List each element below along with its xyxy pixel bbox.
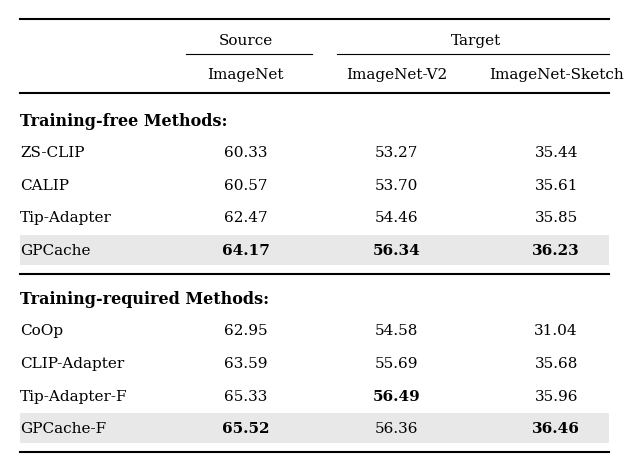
Text: Target: Target — [451, 34, 501, 48]
Text: 31.04: 31.04 — [534, 324, 578, 338]
Text: ImageNet-V2: ImageNet-V2 — [346, 68, 447, 82]
Text: 56.34: 56.34 — [372, 243, 420, 258]
Text: 60.57: 60.57 — [224, 178, 268, 192]
Text: CoOp: CoOp — [20, 324, 63, 338]
Text: Training-required Methods:: Training-required Methods: — [20, 290, 269, 308]
Text: 35.68: 35.68 — [534, 356, 578, 370]
Text: ZS-CLIP: ZS-CLIP — [20, 146, 84, 160]
Text: Source: Source — [219, 34, 273, 48]
Text: GPCache: GPCache — [20, 243, 91, 258]
Text: 62.47: 62.47 — [224, 211, 268, 225]
Text: 54.58: 54.58 — [374, 324, 418, 338]
Text: 64.17: 64.17 — [222, 243, 270, 258]
Text: 60.33: 60.33 — [224, 146, 268, 160]
Text: 65.52: 65.52 — [222, 421, 269, 435]
Text: ImageNet-Sketch: ImageNet-Sketch — [489, 68, 623, 82]
Text: Training-free Methods:: Training-free Methods: — [20, 113, 228, 130]
Text: CALIP: CALIP — [20, 178, 69, 192]
Text: Tip-Adapter-F: Tip-Adapter-F — [20, 389, 128, 403]
Text: 56.36: 56.36 — [374, 421, 418, 435]
FancyBboxPatch shape — [20, 235, 609, 266]
Text: 55.69: 55.69 — [374, 356, 418, 370]
Text: ImageNet: ImageNet — [207, 68, 284, 82]
Text: 35.85: 35.85 — [534, 211, 578, 225]
FancyBboxPatch shape — [20, 413, 609, 443]
Text: GPCache-F: GPCache-F — [20, 421, 106, 435]
Text: 62.95: 62.95 — [224, 324, 268, 338]
Text: 35.96: 35.96 — [534, 389, 578, 403]
Text: 53.70: 53.70 — [374, 178, 418, 192]
Text: 36.23: 36.23 — [532, 243, 580, 258]
Text: 56.49: 56.49 — [372, 389, 420, 403]
Text: Tip-Adapter: Tip-Adapter — [20, 211, 112, 225]
Text: CLIP-Adapter: CLIP-Adapter — [20, 356, 124, 370]
Text: 54.46: 54.46 — [374, 211, 418, 225]
Text: 35.44: 35.44 — [534, 146, 578, 160]
Text: 35.61: 35.61 — [534, 178, 578, 192]
Text: 36.46: 36.46 — [532, 421, 580, 435]
Text: 63.59: 63.59 — [224, 356, 268, 370]
Text: 65.33: 65.33 — [224, 389, 268, 403]
Text: 53.27: 53.27 — [374, 146, 418, 160]
